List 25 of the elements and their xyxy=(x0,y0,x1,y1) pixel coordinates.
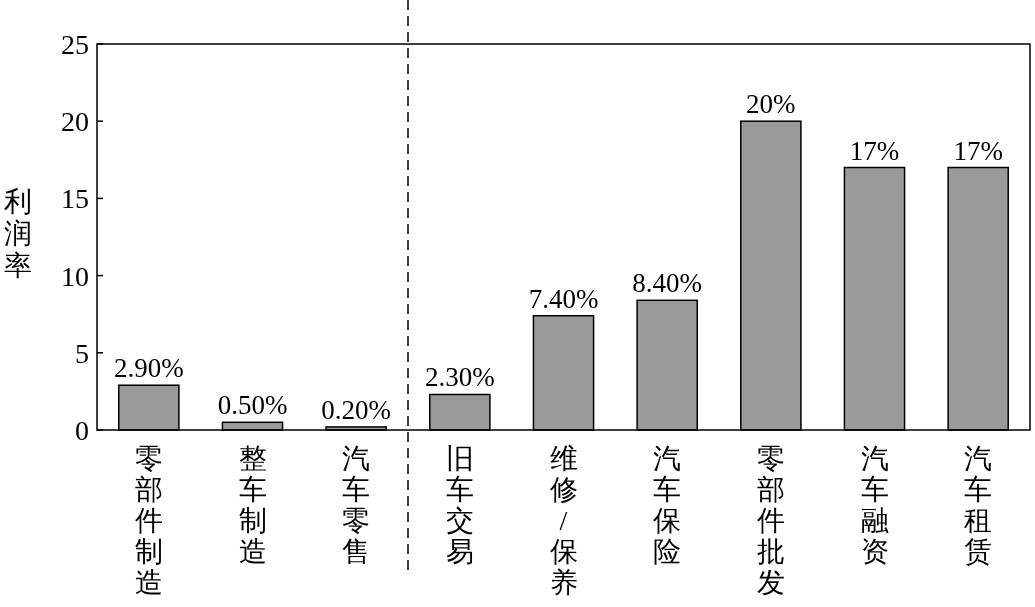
data-label: 7.40% xyxy=(528,283,599,314)
x-tick-label: 汽车租赁 xyxy=(964,443,993,567)
x-tick-label: 汽车零售 xyxy=(342,443,371,567)
x-tick-label: 旧车交易 xyxy=(445,443,474,567)
x-tick-label: 汽车融资 xyxy=(860,443,889,567)
y-axis-title: 利润率 xyxy=(4,186,32,281)
y-tick-label: 0 xyxy=(75,415,89,446)
data-label: 20% xyxy=(746,89,796,120)
x-tick-label: 维修/保养 xyxy=(549,443,578,598)
y-tick-label: 25 xyxy=(61,29,89,60)
y-tick-label: 5 xyxy=(75,337,89,369)
y-tick-label: 10 xyxy=(61,260,89,292)
y-tick-label: 20 xyxy=(61,106,89,138)
x-tick-label: 零部件批发 xyxy=(756,443,785,598)
data-label: 0.50% xyxy=(217,390,288,421)
x-tick-label: 零部件制造 xyxy=(134,443,163,598)
data-label: 2.30% xyxy=(424,362,495,393)
x-tick-label: 整车制造 xyxy=(238,443,267,567)
data-label: 0.20% xyxy=(321,394,392,425)
x-tick-label: 汽车保险 xyxy=(653,443,682,567)
y-tick-label: 15 xyxy=(61,183,89,215)
data-label: 17% xyxy=(849,135,900,166)
data-label: 2.90% xyxy=(113,353,184,384)
data-label: 8.40% xyxy=(632,268,703,299)
data-label: 17% xyxy=(953,135,1003,166)
